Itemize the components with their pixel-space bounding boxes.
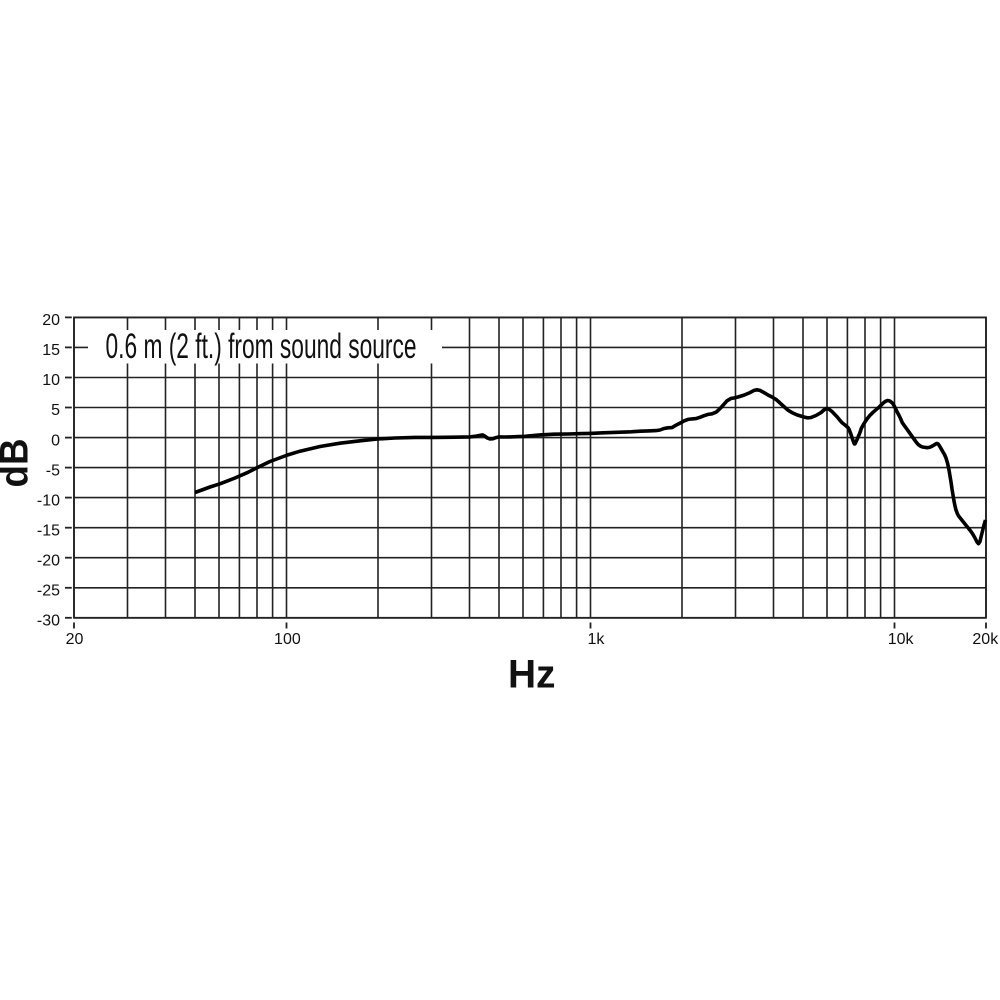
svg-text:5: 5 [51, 402, 60, 419]
svg-text:dB: dB [0, 439, 37, 488]
svg-text:20k: 20k [972, 631, 999, 648]
svg-text:10k: 10k [888, 631, 915, 648]
svg-text:10: 10 [42, 372, 60, 389]
svg-text:0.6 m (2 ft.) from sound sourc: 0.6 m (2 ft.) from sound source [106, 327, 417, 366]
svg-text:0: 0 [51, 432, 60, 449]
svg-text:-25: -25 [37, 583, 60, 600]
svg-text:20: 20 [42, 312, 60, 329]
svg-text:20: 20 [66, 631, 84, 648]
svg-text:-30: -30 [37, 613, 60, 630]
svg-text:-20: -20 [37, 552, 60, 569]
svg-text:1k: 1k [587, 631, 605, 648]
svg-text:-15: -15 [37, 522, 60, 539]
svg-text:Hz: Hz [508, 653, 556, 697]
svg-text:100: 100 [274, 631, 301, 648]
svg-text:-10: -10 [37, 492, 60, 509]
svg-text:15: 15 [42, 342, 60, 359]
svg-text:-5: -5 [46, 462, 60, 479]
